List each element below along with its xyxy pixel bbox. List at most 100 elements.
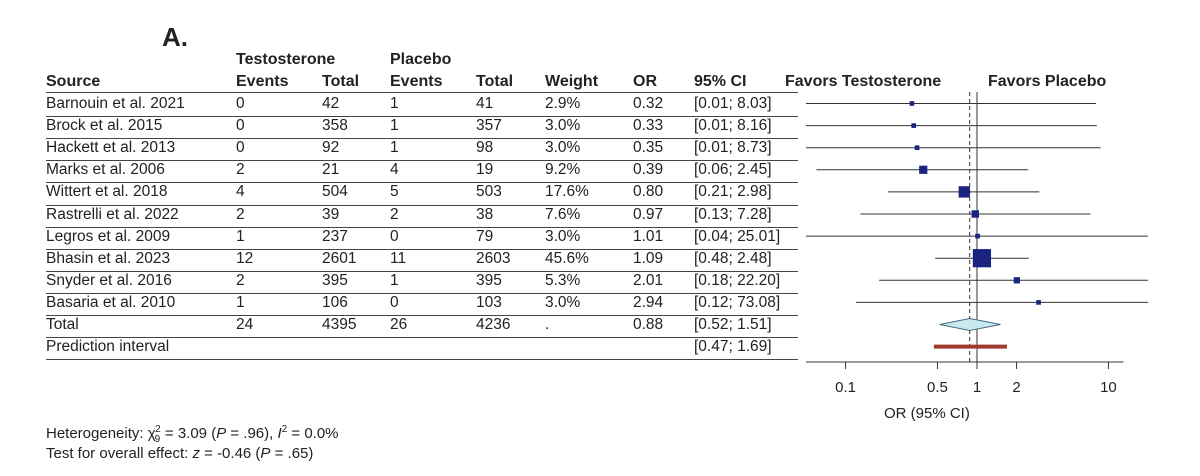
cell-t-events: 2 <box>236 205 245 223</box>
col-header-p-events: Events <box>390 73 443 90</box>
header-rule <box>46 92 798 93</box>
cell-p-events: 0 <box>390 227 399 245</box>
cell-p-total: 19 <box>476 161 494 179</box>
row-rule <box>46 270 798 272</box>
cell-ci: [0.04; 25.01] <box>694 227 781 245</box>
cell-source: Barnouin et al. 2021 <box>46 95 185 112</box>
cell-ci: [0.47; 1.69] <box>694 338 772 356</box>
cell-or: 2.94 <box>633 293 664 311</box>
cell-t-total: 39 <box>322 205 340 223</box>
heterogeneity-text: Heterogeneity: χ92 = 3.09 (P = .96), I2 … <box>46 424 339 445</box>
cell-p-total: 103 <box>476 293 502 311</box>
cell-weight: . <box>545 316 550 333</box>
cell-t-events: 1 <box>236 227 245 245</box>
cell-t-total: 2601 <box>322 249 357 267</box>
cell-p-events: 1 <box>390 271 399 289</box>
row-rule <box>46 182 798 184</box>
study-point-square <box>919 165 928 174</box>
cell-or: 0.32 <box>633 95 664 112</box>
cell-t-total: 504 <box>322 183 348 201</box>
row-rule <box>46 292 798 294</box>
row-rule <box>46 337 798 339</box>
cell-weight: 3.0% <box>545 117 581 135</box>
cell-or: 1.09 <box>633 249 664 267</box>
study-point-square <box>1036 300 1041 305</box>
study-point-square <box>971 210 979 218</box>
x-axis-tick-label: 10 <box>1100 379 1117 396</box>
cell-or: 0.80 <box>633 183 664 201</box>
cell-source: Bhasin et al. 2023 <box>46 249 171 267</box>
col-header-source: Source <box>46 73 101 90</box>
cell-p-total: 38 <box>476 205 494 223</box>
cell-p-total: 79 <box>476 227 494 245</box>
cell-source: Wittert et al. 2018 <box>46 183 168 201</box>
cell-p-events: 5 <box>390 183 399 201</box>
cell-p-events: 1 <box>390 117 399 135</box>
cell-t-events: 0 <box>236 117 245 135</box>
cell-ci: [0.18; 22.20] <box>694 271 781 289</box>
cell-source: Brock et al. 2015 <box>46 117 163 135</box>
cell-p-total: 395 <box>476 271 502 289</box>
study-point-square <box>972 249 992 268</box>
cell-ci: [0.01; 8.16] <box>694 117 772 135</box>
cell-t-events: 0 <box>236 95 245 112</box>
cell-weight: 3.0% <box>545 139 581 157</box>
cell-t-total: 395 <box>322 271 348 289</box>
panel-label: A. <box>162 22 188 52</box>
col-header-p-total: Total <box>476 73 514 90</box>
cell-p-events: 1 <box>390 95 399 112</box>
cell-ci: [0.48; 2.48] <box>694 249 772 267</box>
cell-ci: [0.01; 8.73] <box>694 139 772 157</box>
cell-t-events: 0 <box>236 139 245 157</box>
study-point-square <box>911 123 917 128</box>
cell-source: Snyder et al. 2016 <box>46 271 172 289</box>
col-header-ci: 95% CI <box>694 73 747 90</box>
row-rule <box>46 160 798 162</box>
x-axis-tick-label: 2 <box>1012 379 1020 396</box>
cell-t-total: 21 <box>322 161 340 179</box>
row-rule <box>46 359 798 361</box>
cell-p-events: 0 <box>390 293 399 311</box>
row-rule <box>46 248 798 250</box>
cell-ci: [0.13; 7.28] <box>694 205 772 223</box>
cell-weight: 5.3% <box>545 271 581 289</box>
cell-ci: [0.06; 2.45] <box>694 161 772 179</box>
study-point-square <box>975 233 980 239</box>
study-point-square <box>914 145 920 151</box>
cell-t-total: 106 <box>322 293 348 311</box>
cell-p-events: 26 <box>390 316 408 333</box>
cell-weight: 7.6% <box>545 205 581 223</box>
cell-ci: [0.01; 8.03] <box>694 95 772 112</box>
cell-t-events: 12 <box>236 249 254 267</box>
cell-weight: 3.0% <box>545 227 581 245</box>
cell-weight: 2.9% <box>545 95 581 112</box>
cell-p-total: 41 <box>476 95 494 112</box>
x-axis-tick-label: 1 <box>973 379 981 396</box>
cell-source: Legros et al. 2009 <box>46 227 171 245</box>
cell-p-total: 503 <box>476 183 502 201</box>
cell-t-events: 1 <box>236 293 245 311</box>
cell-p-events: 2 <box>390 205 399 223</box>
study-point-square <box>958 186 970 198</box>
cell-source: Rastrelli et al. 2022 <box>46 205 179 223</box>
cell-p-total: 4236 <box>476 316 511 333</box>
study-point-square <box>909 101 915 106</box>
cell-source: Hackett et al. 2013 <box>46 139 176 157</box>
cell-t-total: 92 <box>322 139 340 157</box>
cell-t-events: 2 <box>236 161 245 179</box>
cell-or: 2.01 <box>633 271 664 289</box>
group-header-placebo: Placebo <box>390 51 452 68</box>
cell-p-total: 357 <box>476 117 502 135</box>
cell-or: 0.88 <box>633 316 664 333</box>
cell-p-events: 1 <box>390 139 399 157</box>
cell-or: 1.01 <box>633 227 664 245</box>
cell-weight: 45.6% <box>545 249 589 267</box>
cell-t-events: 4 <box>236 183 245 201</box>
cell-t-total: 42 <box>322 95 340 112</box>
cell-p-events: 4 <box>390 161 399 179</box>
cell-weight: 17.6% <box>545 183 589 201</box>
col-header-t-total: Total <box>322 73 360 90</box>
row-rule <box>46 226 798 228</box>
overall-effect-text: Test for overall effect: z = -0.46 (P = … <box>46 445 314 462</box>
